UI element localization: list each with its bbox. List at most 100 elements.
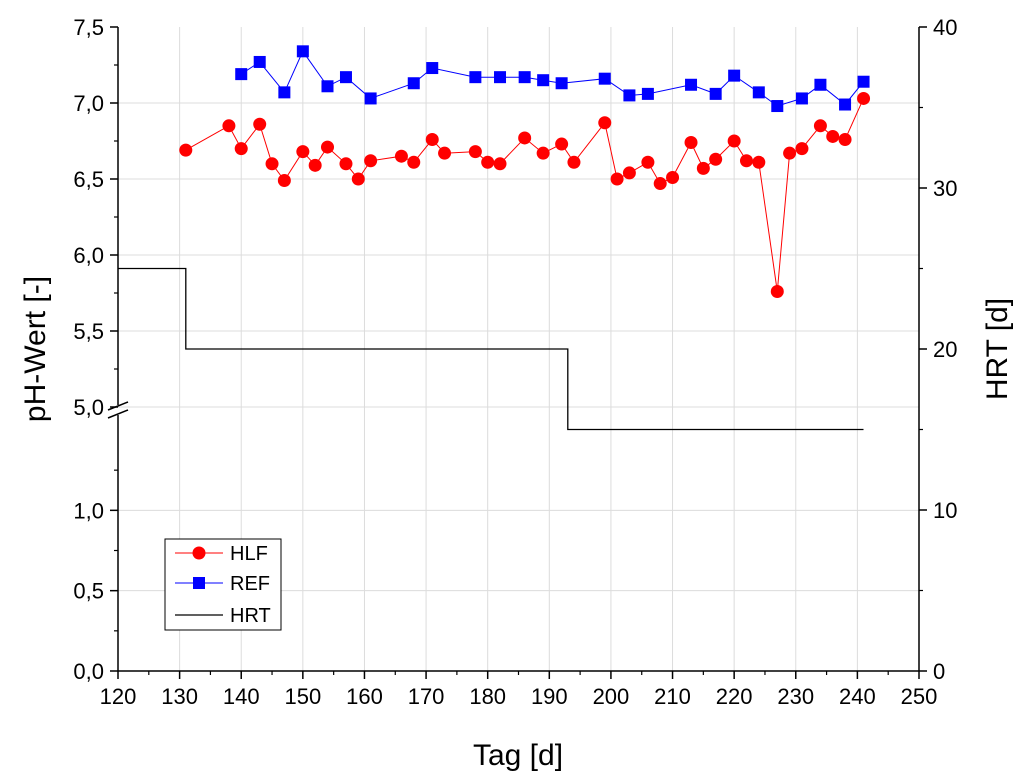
y-left-tick-label: 6,0: [73, 243, 104, 268]
y-right-tick-label: 10: [933, 498, 957, 523]
data-point-ref: [235, 68, 248, 81]
data-point-ref: [814, 78, 827, 91]
data-point-ref: [321, 80, 334, 93]
x-tick-label: 120: [100, 684, 137, 709]
data-point-ref: [253, 55, 266, 68]
legend-ref-marker: [193, 577, 205, 589]
data-point-hlf: [795, 142, 809, 156]
data-point-ref: [623, 89, 636, 102]
y-left-tick-label: 7,5: [73, 15, 104, 40]
data-point-ref: [494, 71, 507, 84]
data-point-ref: [795, 92, 808, 105]
y-right-tick-label: 20: [933, 337, 957, 362]
data-point-ref: [709, 87, 722, 100]
data-point-hlf: [727, 134, 741, 148]
x-tick-label: 250: [901, 684, 938, 709]
data-point-hlf: [351, 172, 365, 186]
data-point-hlf: [234, 142, 248, 156]
data-point-ref: [537, 74, 550, 87]
data-point-ref: [839, 98, 852, 111]
data-point-hlf: [567, 155, 581, 169]
data-point-hlf: [622, 166, 636, 180]
data-point-ref: [641, 87, 654, 100]
data-point-hlf: [696, 161, 710, 175]
y-right-tick-label: 40: [933, 15, 957, 40]
x-tick-label: 240: [839, 684, 876, 709]
data-point-hlf: [813, 119, 827, 133]
x-tick-label: 230: [777, 684, 814, 709]
y-right-tick-label: 30: [933, 176, 957, 201]
x-tick-label: 210: [654, 684, 691, 709]
y-axis-left-title: pH-Wert [-]: [19, 276, 52, 422]
data-point-hlf: [598, 116, 612, 130]
data-point-ref: [857, 75, 870, 88]
x-axis-title: Tag [d]: [473, 739, 563, 772]
data-point-hlf: [493, 157, 507, 171]
data-point-ref: [407, 77, 420, 90]
data-point-hlf: [536, 146, 550, 160]
data-point-hlf: [438, 146, 452, 160]
data-point-hlf: [739, 154, 753, 168]
x-tick-label: 220: [716, 684, 753, 709]
x-tick-label: 130: [161, 684, 198, 709]
series-hrt-line: [118, 267, 864, 431]
data-point-hlf: [277, 174, 291, 188]
data-point-ref: [771, 100, 784, 113]
data-point-ref: [339, 71, 352, 84]
data-point-hlf: [320, 140, 334, 154]
legend-hlf-marker: [192, 546, 206, 560]
data-point-ref: [469, 71, 482, 84]
data-point-ref: [728, 69, 741, 82]
x-tick-label: 140: [223, 684, 260, 709]
data-point-hlf: [666, 170, 680, 184]
data-point-hlf: [265, 157, 279, 171]
legend: HLF REF HRT: [164, 538, 282, 631]
data-point-hlf: [610, 172, 624, 186]
data-point-ref: [555, 77, 568, 90]
y-left-tick-label: 6,5: [73, 167, 104, 192]
y-right-tick-label: 0: [933, 659, 945, 684]
x-tick-label: 150: [284, 684, 321, 709]
data-point-hlf: [407, 155, 421, 169]
data-point-hlf: [222, 119, 236, 133]
y-left-tick-label: 0,0: [73, 659, 104, 684]
data-point-hlf: [179, 143, 193, 157]
x-tick-label: 160: [346, 684, 383, 709]
data-point-hlf: [770, 284, 784, 298]
data-point-hlf: [308, 158, 322, 172]
x-tick-label: 200: [593, 684, 630, 709]
data-point-ref: [426, 62, 439, 75]
data-point-hlf: [783, 146, 797, 160]
axes: 120 130 140 150 160 170 180 190 200 210 220 230 240 2…: [73, 15, 957, 709]
x-tick-label: 190: [531, 684, 568, 709]
legend-hlf-label: HLF: [230, 543, 268, 565]
data-point-hlf: [709, 152, 723, 166]
series-layer: [118, 45, 871, 431]
y-left-tick-label: 1,0: [73, 498, 104, 523]
data-point-hlf: [364, 154, 378, 168]
data-point-ref: [752, 86, 765, 99]
data-point-ref: [685, 78, 698, 91]
axis-break-mark-lower: [107, 409, 129, 419]
y-left-tick-label: 0,5: [73, 579, 104, 604]
legend-ref-label: REF: [230, 573, 270, 595]
data-point-hlf: [253, 117, 267, 131]
data-point-hlf: [838, 132, 852, 146]
data-point-ref: [598, 72, 611, 85]
data-point-hlf: [826, 129, 840, 143]
data-point-hlf: [684, 136, 698, 150]
y-left-tick-label: 5,5: [73, 319, 104, 344]
data-point-hlf: [394, 149, 408, 163]
data-point-ref: [518, 71, 531, 84]
x-tick-label: 170: [408, 684, 445, 709]
axis-break-mark-upper: [107, 401, 129, 411]
legend-hrt-label: HRT: [230, 605, 271, 627]
data-point-hlf: [641, 155, 655, 169]
data-point-hlf: [481, 155, 495, 169]
data-point-hlf: [857, 91, 871, 105]
data-point-ref: [278, 86, 291, 99]
data-point-hlf: [339, 157, 353, 171]
data-point-hlf: [518, 131, 532, 145]
data-point-hlf: [296, 145, 310, 159]
